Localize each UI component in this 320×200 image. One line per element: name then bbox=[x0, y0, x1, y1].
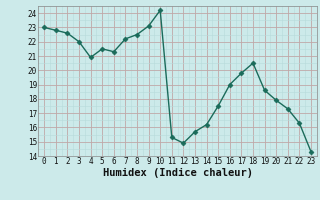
X-axis label: Humidex (Indice chaleur): Humidex (Indice chaleur) bbox=[103, 168, 252, 178]
